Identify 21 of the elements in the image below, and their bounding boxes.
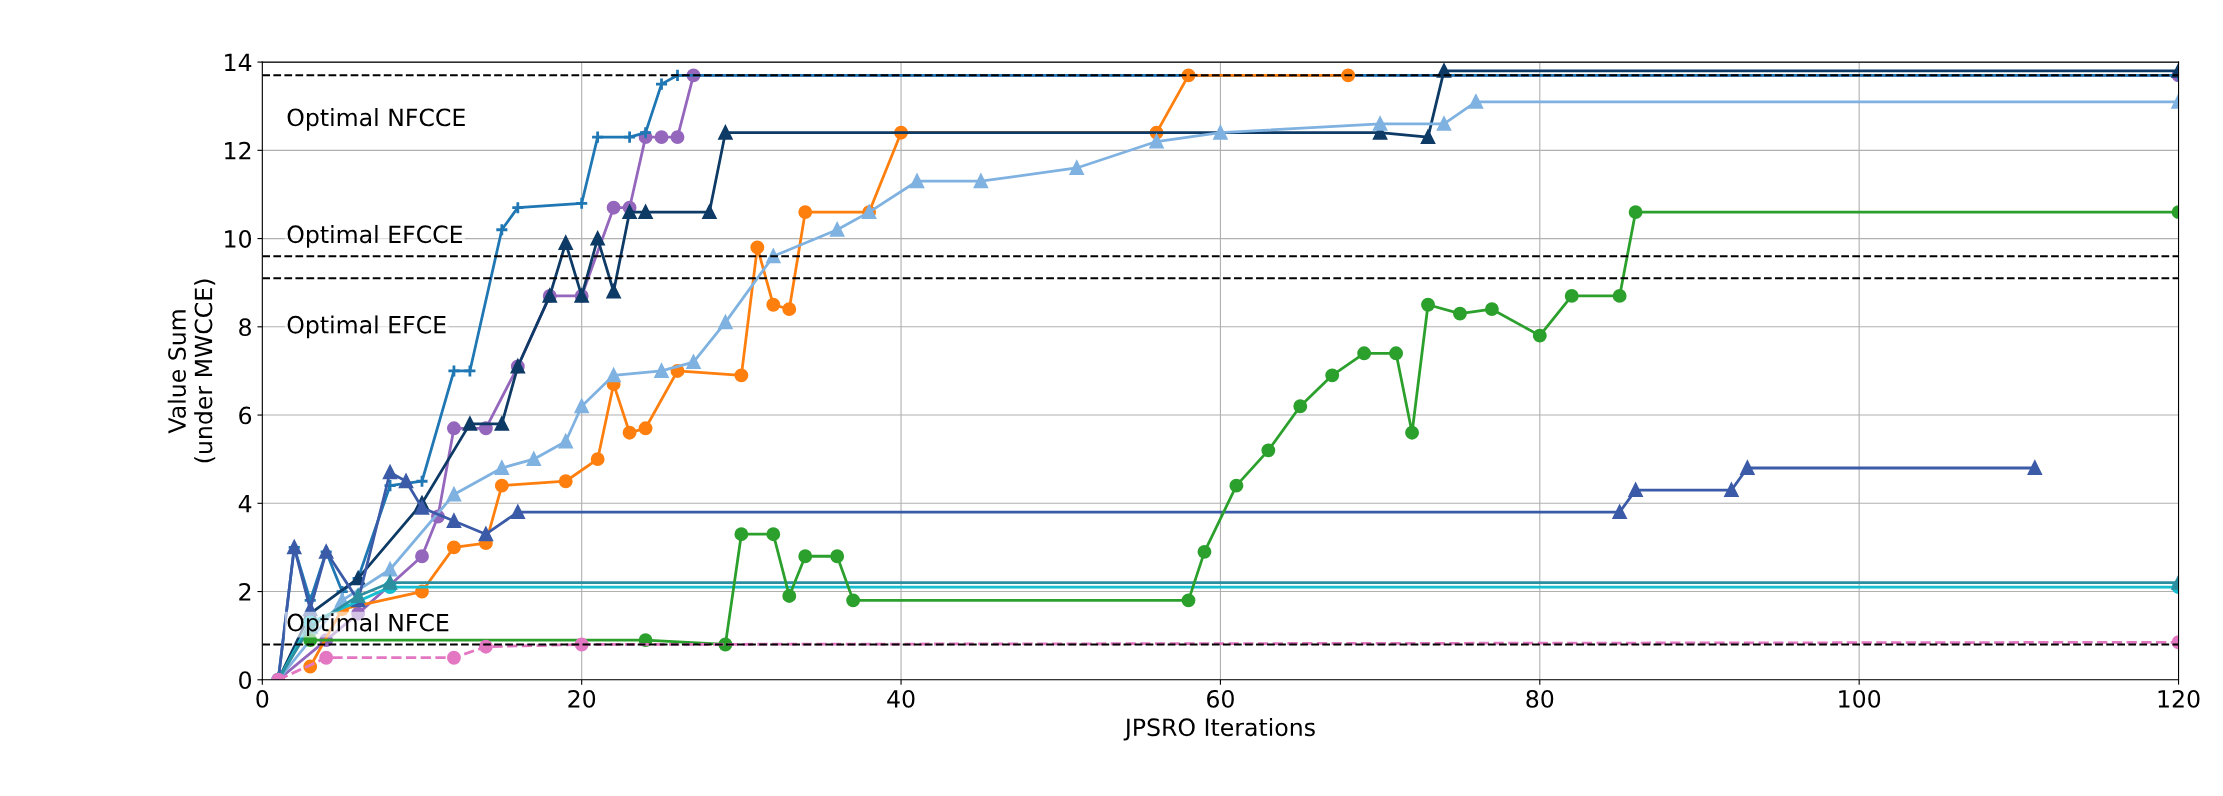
- y-tick-label: 0: [239, 671, 252, 690]
- x-tick-label: 20: [568, 689, 596, 708]
- x-tick-label: 40: [887, 689, 915, 708]
- y-tick-label: 14: [225, 53, 252, 72]
- y-tick-label: 10: [225, 230, 252, 248]
- x-tick-label: 0: [256, 689, 269, 708]
- ref-line-label: Optimal EFCE: [287, 315, 446, 339]
- x-tick-label: 60: [1207, 689, 1234, 708]
- y-tick-label: 12: [225, 141, 251, 160]
- x-tick-label: 80: [1526, 689, 1554, 708]
- x-axis-title: JPSRO Iterations: [1123, 717, 1315, 741]
- ref-line-label: Optimal NFCE: [287, 613, 449, 637]
- y-tick-label: 4: [238, 495, 252, 513]
- ref-line-label: Optimal NFCCE: [287, 108, 465, 131]
- ref-line-label: Optimal EFCCE: [287, 224, 463, 248]
- y-tick-label: 8: [239, 318, 251, 337]
- y-tick-label: 6: [239, 406, 252, 425]
- x-tick-label: 120: [2158, 689, 2200, 708]
- y-tick-label: 2: [239, 582, 251, 601]
- x-tick-label: 100: [1839, 689, 1881, 708]
- y-axis-title: Value Sum (under MWCCE): [167, 279, 216, 463]
